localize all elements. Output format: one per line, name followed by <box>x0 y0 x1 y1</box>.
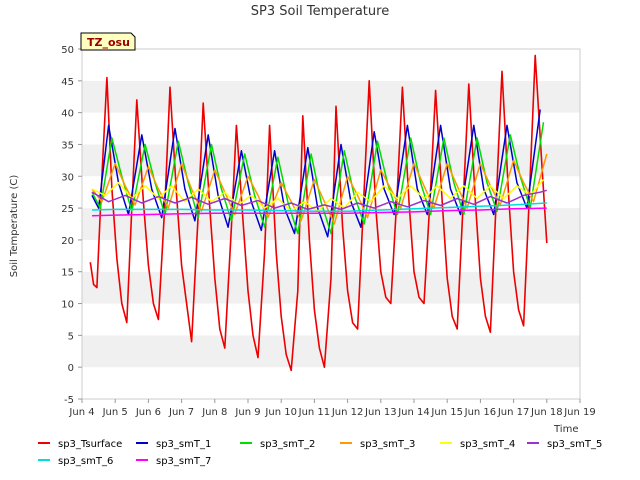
y-tick-label: 15 <box>61 268 74 279</box>
legend-label: sp3_smT_7 <box>156 456 211 467</box>
y-tick-label: 45 <box>61 77 74 88</box>
legend-label: sp3_smT_3 <box>360 439 415 450</box>
x-tick-label: Jun 11 <box>298 407 331 418</box>
y-tick-label: 35 <box>61 140 74 151</box>
legend-item-sp3_Tsurface: sp3_Tsurface <box>38 439 122 450</box>
x-tick-label: Jun 19 <box>563 407 596 418</box>
legend-label: sp3_smT_5 <box>547 439 602 450</box>
legend-item-sp3_smT_2: sp3_smT_2 <box>240 439 315 450</box>
y-tick-label: 25 <box>61 204 74 215</box>
grid-band <box>82 367 580 399</box>
chart-title: SP3 Soil Temperature <box>251 4 389 19</box>
y-tick-label: 10 <box>61 300 74 311</box>
grid-band <box>82 112 580 145</box>
x-tick-label: Jun 8 <box>201 407 227 418</box>
legend-item-sp3_smT_4: sp3_smT_4 <box>440 439 515 450</box>
grid-band <box>82 303 580 336</box>
x-tick-label: Jun 18 <box>530 407 563 418</box>
x-axis: Jun 4 Jun 5 Jun 6 Jun 7 Jun 8 Jun 9 Jun 10 Jun … <box>68 399 596 418</box>
x-tick-label: Jun 15 <box>430 407 463 418</box>
x-tick-label: Jun 13 <box>364 407 397 418</box>
x-tick-label: Jun 12 <box>331 407 364 418</box>
legend-item-sp3_smT_6: sp3_smT_6 <box>38 456 113 467</box>
legend-label: sp3_smT_2 <box>260 439 315 450</box>
y-tick-label: 30 <box>61 172 74 183</box>
y-tick-label: -5 <box>64 395 74 406</box>
series-line-sp3_Tsurface <box>89 54 548 372</box>
series-lines <box>89 54 548 372</box>
y-tick-label: 50 <box>61 45 74 56</box>
y-tick-label: 0 <box>68 363 74 374</box>
x-tick-label: Jun 17 <box>497 407 530 418</box>
x-axis-label: Time <box>553 424 578 435</box>
x-tick-label: Jun 9 <box>234 407 260 418</box>
legend: sp3_Tsurface sp3_smT_1 sp3_smT_2 sp3_smT_3 s… <box>38 439 602 467</box>
legend-item-sp3_smT_7: sp3_smT_7 <box>136 456 211 467</box>
legend-label: sp3_smT_6 <box>58 456 113 467</box>
legend-item-sp3_smT_3: sp3_smT_3 <box>340 439 415 450</box>
y-tick-label: 40 <box>61 109 74 120</box>
x-tick-label: Jun 4 <box>68 407 94 418</box>
grid-bands <box>82 49 580 399</box>
series-line-sp3_smT_6 <box>91 202 547 213</box>
legend-label: sp3_smT_4 <box>460 439 515 450</box>
legend-item-sp3_smT_5: sp3_smT_5 <box>527 439 602 450</box>
x-tick-label: Jun 16 <box>464 407 497 418</box>
grid-band <box>82 80 580 113</box>
y-axis: -5 0 5 10 15 20 25 30 35 40 45 50 <box>61 45 82 406</box>
series-line-sp3_smT_3 <box>91 153 548 225</box>
grid-band <box>82 335 580 368</box>
badge-text: TZ_osu <box>87 36 130 49</box>
series-line-sp3_smT_7 <box>91 207 547 217</box>
y-tick-label: 20 <box>61 236 74 247</box>
x-tick-label: Jun 7 <box>168 407 194 418</box>
site-badge: TZ_osu <box>80 32 136 51</box>
x-tick-label: Jun 10 <box>264 407 297 418</box>
grid-band <box>82 49 580 81</box>
y-tick-label: 5 <box>68 331 74 342</box>
legend-label: sp3_smT_1 <box>156 439 211 450</box>
x-tick-label: Jun 5 <box>102 407 128 418</box>
legend-item-sp3_smT_1: sp3_smT_1 <box>136 439 211 450</box>
x-tick-label: Jun 14 <box>397 407 430 418</box>
series-line-sp3_smT_5 <box>91 189 548 211</box>
x-tick-label: Jun 6 <box>135 407 161 418</box>
y-axis-label: Soil Temperature (C) <box>9 175 20 278</box>
legend-label: sp3_Tsurface <box>58 439 122 450</box>
plot-area <box>81 48 581 400</box>
